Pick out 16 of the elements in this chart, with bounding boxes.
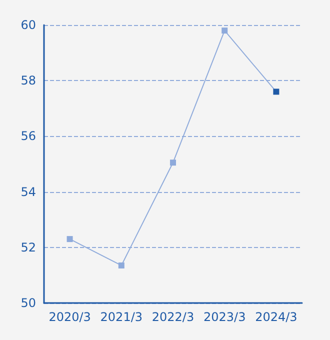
- y-tick-label: 58: [20, 74, 36, 88]
- x-tick-label: 2024/3: [255, 310, 298, 324]
- point: [273, 88, 280, 95]
- point: [170, 160, 176, 166]
- x-tick-label: 2022/3: [152, 310, 194, 324]
- x-tick-label: 2020/3: [48, 310, 91, 324]
- point: [118, 262, 124, 268]
- y-tick-label: 60: [20, 18, 36, 32]
- y-tick-label: 52: [20, 240, 36, 254]
- y-tick-label: 56: [20, 129, 36, 144]
- y-tick-label: 50: [20, 296, 36, 310]
- x-tick-label: 2021/3: [100, 310, 143, 324]
- y-tick-label: 54: [20, 184, 36, 199]
- x-tick-label: 2023/3: [203, 310, 246, 324]
- point: [66, 236, 73, 242]
- point: [222, 28, 228, 34]
